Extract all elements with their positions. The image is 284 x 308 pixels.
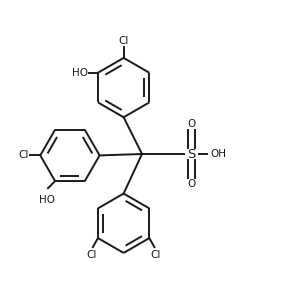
- Text: Cl: Cl: [87, 250, 97, 260]
- Text: Cl: Cl: [150, 250, 161, 260]
- Text: O: O: [187, 180, 196, 189]
- Text: S: S: [187, 148, 196, 160]
- Text: Cl: Cl: [118, 36, 129, 46]
- Text: OH: OH: [210, 149, 226, 159]
- Text: Cl: Cl: [18, 150, 28, 160]
- Text: HO: HO: [39, 195, 55, 205]
- Text: O: O: [187, 119, 196, 128]
- Text: HO: HO: [72, 68, 88, 78]
